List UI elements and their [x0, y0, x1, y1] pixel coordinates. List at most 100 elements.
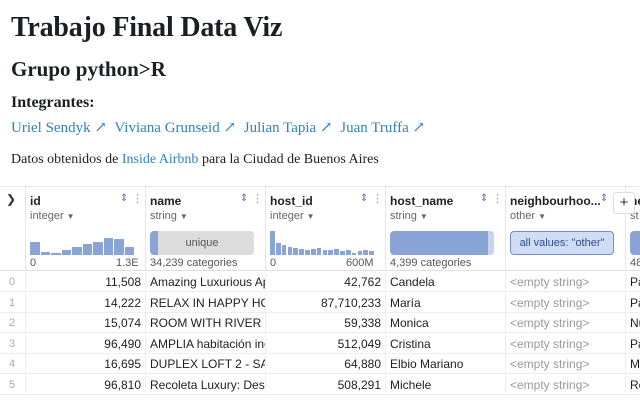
histogram-bar[interactable] [40, 252, 50, 255]
cell-neighbourhood[interactable]: <empty string> [506, 272, 626, 292]
histogram-bar[interactable] [369, 251, 374, 255]
cell-host-id[interactable]: 64,880 [266, 354, 386, 374]
cell-neighbourhood[interactable]: <empty string> [506, 292, 626, 313]
column-header-next[interactable]: ne st 48 [626, 187, 640, 271]
cell-neighbourhood[interactable]: <empty string> [506, 333, 626, 354]
histogram-bar[interactable] [270, 231, 275, 255]
histogram-bar[interactable] [82, 244, 92, 255]
cell-name[interactable]: DUPLEX LOFT 2 - SAN [146, 354, 266, 374]
column-type-dropdown[interactable]: integer ▼ [270, 210, 315, 222]
sort-icon[interactable]: ⇕ [360, 193, 369, 204]
more-vertical-icon[interactable]: ⋮ [132, 193, 143, 205]
sort-icon[interactable]: ⇕ [240, 193, 249, 204]
cell-host-name[interactable]: Elbio Mariano [386, 354, 506, 374]
sort-icon[interactable]: ⇕ [120, 193, 129, 204]
column-type-dropdown[interactable]: integer ▼ [30, 210, 75, 222]
data-table[interactable]: ❯ id ⇕ ⋮ integer ▼ 0 1.3E name ⇕ ⋮ string… [0, 186, 640, 400]
table-row[interactable]: 4 16,695 DUPLEX LOFT 2 - SAN 64,880 Elbio Ma… [0, 354, 640, 374]
histogram-bar[interactable] [287, 246, 293, 255]
cell-id[interactable]: 16,695 [26, 354, 146, 374]
inside-airbnb-link[interactable]: Inside Airbnb [121, 152, 199, 167]
cell-index[interactable]: 0 [0, 272, 26, 292]
more-vertical-icon[interactable]: ⋮ [372, 193, 383, 205]
member-link[interactable]: Juan Truffa ↗ [340, 120, 426, 136]
histogram-bar[interactable] [293, 247, 299, 255]
histogram-bar[interactable] [299, 249, 304, 255]
sort-icon[interactable]: ⇕ [600, 193, 609, 204]
member-link[interactable]: Julian Tapia ↗ [243, 120, 333, 136]
cell-next[interactable]: M [626, 354, 640, 374]
cell-neighbourhood[interactable]: <empty string> [506, 354, 626, 374]
histogram-bar[interactable] [281, 245, 287, 255]
cell-host-name[interactable]: Michele [386, 374, 506, 395]
cell-next[interactable]: Re [626, 375, 640, 395]
histogram-bar[interactable] [30, 241, 40, 255]
histogram-bar[interactable] [51, 252, 61, 255]
cell-next[interactable]: Pa [626, 272, 640, 292]
cell-name[interactable]: Recoleta Luxury: Desig [146, 374, 266, 395]
histogram-bar[interactable] [124, 246, 134, 255]
cell-index[interactable]: 2 [0, 313, 26, 333]
cell-index[interactable]: 4 [0, 354, 26, 374]
cell-host-id[interactable]: 42,762 [266, 272, 386, 292]
cell-id[interactable]: 96,490 [26, 333, 146, 354]
id-histogram[interactable] [30, 231, 138, 255]
table-row[interactable]: 0 11,508 Amazing Luxurious Apt 42,762 Candel… [0, 272, 640, 292]
column-type-dropdown[interactable]: other ▼ [510, 210, 546, 222]
member-link[interactable]: Viviana Grunseid ↗ [114, 120, 237, 136]
histogram-bar[interactable] [334, 249, 339, 255]
member-link[interactable]: Uriel Sendyk ↗ [11, 120, 107, 136]
histogram-bar[interactable] [305, 250, 310, 255]
cell-neighbourhood[interactable]: <empty string> [506, 313, 626, 333]
cell-index[interactable]: 5 [0, 374, 26, 395]
host-id-histogram[interactable] [270, 231, 378, 255]
histogram-bar[interactable] [322, 250, 328, 255]
cell-host-name[interactable]: María [386, 292, 506, 313]
histogram-bar[interactable] [363, 250, 369, 255]
cell-next[interactable]: Pa [626, 334, 640, 354]
cell-next[interactable]: Nu [626, 313, 640, 333]
cell-name[interactable]: RELAX IN HAPPY HOUS [146, 292, 266, 313]
histogram-bar[interactable] [351, 252, 357, 255]
histogram-bar[interactable] [93, 241, 103, 255]
histogram-bar[interactable] [61, 250, 71, 255]
chevron-down-icon[interactable]: ❯ [6, 192, 17, 206]
cell-name[interactable]: Amazing Luxurious Apt [146, 272, 266, 292]
cell-name[interactable]: ROOM WITH RIVER SIG [146, 313, 266, 333]
column-header-neighbourhood[interactable]: neighbourhoo... ⇕ other ▼ all values: "ot… [506, 187, 626, 271]
histogram-bar[interactable] [72, 246, 82, 255]
column-header-id[interactable]: id ⇕ ⋮ integer ▼ 0 1.3E [26, 187, 146, 271]
cell-id[interactable]: 96,810 [26, 374, 146, 395]
more-vertical-icon[interactable]: ⋮ [252, 193, 263, 205]
table-row[interactable]: 5 96,810 Recoleta Luxury: Desig 508,291 Mich… [0, 374, 640, 395]
more-vertical-icon[interactable]: ⋮ [492, 193, 503, 205]
histogram-bar[interactable] [114, 239, 124, 255]
histogram-bar[interactable] [310, 249, 316, 255]
cell-host-id[interactable]: 512,049 [266, 333, 386, 354]
column-type-dropdown[interactable]: string ▼ [390, 210, 428, 222]
cell-neighbourhood[interactable]: <empty string> [506, 374, 626, 395]
add-column-button[interactable]: + [613, 192, 635, 214]
column-header-host-id[interactable]: host_id ⇕ ⋮ integer ▼ 0 600M [266, 187, 386, 271]
sort-icon[interactable]: ⇕ [480, 193, 489, 204]
cell-next[interactable]: Pa [626, 293, 640, 313]
cell-id[interactable]: 11,508 [26, 272, 146, 292]
histogram-bar[interactable] [340, 251, 345, 255]
cell-host-name[interactable]: Monica [386, 313, 506, 333]
cell-index[interactable]: 1 [0, 292, 26, 313]
cell-host-name[interactable]: Candela [386, 272, 506, 292]
histogram-bar[interactable] [316, 247, 322, 255]
cell-host-id[interactable]: 87,710,233 [266, 292, 386, 313]
histogram-bar[interactable] [275, 243, 281, 255]
cell-id[interactable]: 14,222 [26, 292, 146, 313]
table-row[interactable]: 3 96,490 AMPLIA habitación indi 512,049 Cris… [0, 333, 640, 354]
cell-id[interactable]: 15,074 [26, 313, 146, 333]
histogram-bar[interactable] [103, 238, 113, 255]
column-header-host-name[interactable]: host_name ⇕ ⋮ string ▼ 4,399 categories [386, 187, 506, 271]
cell-index[interactable]: 3 [0, 333, 26, 354]
column-type-dropdown[interactable]: string ▼ [150, 210, 188, 222]
cell-host-id[interactable]: 59,338 [266, 313, 386, 333]
cell-host-id[interactable]: 508,291 [266, 374, 386, 395]
